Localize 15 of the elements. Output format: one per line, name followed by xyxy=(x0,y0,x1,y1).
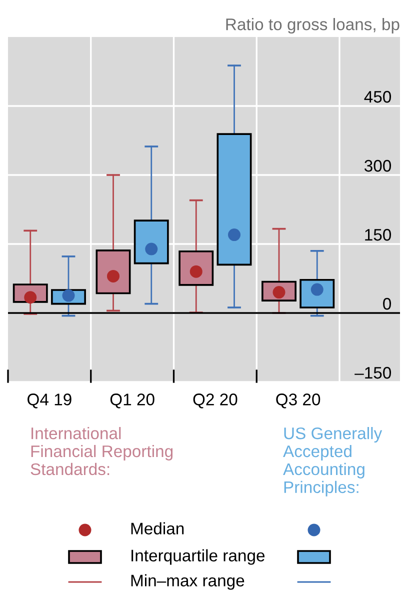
x-tick-label: Q3 20 xyxy=(276,394,320,408)
text: Interquartile range xyxy=(132,549,265,565)
x-tick-label: Q1 20 xyxy=(110,394,154,408)
x-tick-label: Q2 20 xyxy=(193,394,238,408)
y-tick-label: 150 xyxy=(365,228,392,241)
chart-title: Ratio to gross loans, bp xyxy=(226,18,400,34)
text: Median xyxy=(131,522,184,534)
text: International Financial Reporting Standards: xyxy=(30,427,173,476)
y-tick-label: 0 xyxy=(383,298,392,310)
text: US Generally Accepted Accounting Principles: xyxy=(283,427,382,496)
x-tick-label: Q4 19 xyxy=(28,394,72,408)
y-tick-label: –150 xyxy=(354,366,392,379)
y-tick-label: 450 xyxy=(364,90,392,103)
text: Min–max range xyxy=(131,574,244,590)
y-tick-label: 300 xyxy=(364,160,392,172)
